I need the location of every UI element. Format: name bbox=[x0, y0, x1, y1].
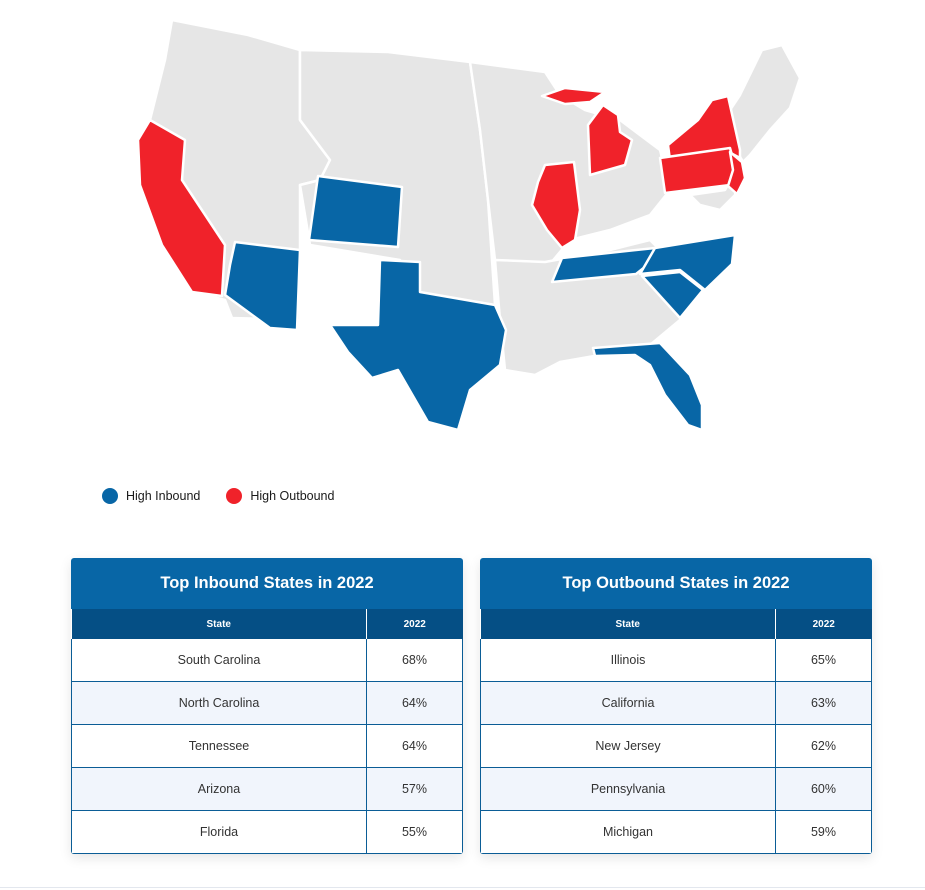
state-california bbox=[136, 118, 227, 298]
state-cell: Tennessee bbox=[71, 724, 367, 768]
table-row: California 63% bbox=[480, 681, 872, 725]
state-illinois bbox=[530, 160, 582, 250]
legend-label-outbound: High Outbound bbox=[250, 489, 335, 503]
state-florida bbox=[591, 341, 704, 432]
table-row: Arizona 57% bbox=[71, 767, 463, 811]
value-cell: 68% bbox=[366, 639, 463, 682]
state-south-carolina bbox=[640, 270, 705, 320]
outbound-table-title: Top Outbound States in 2022 bbox=[480, 558, 872, 609]
value-cell: 64% bbox=[366, 724, 463, 768]
legend-item-inbound: High Inbound bbox=[102, 488, 200, 504]
value-cell: 59% bbox=[775, 810, 872, 854]
legend-dot-outbound bbox=[226, 488, 243, 504]
table-row: Florida 55% bbox=[71, 810, 463, 854]
us-map-svg bbox=[136, 18, 802, 432]
bottom-divider bbox=[0, 887, 925, 888]
legend-label-inbound: High Inbound bbox=[126, 489, 201, 503]
outbound-table: State 2022 Illinois 65% California 63% N… bbox=[480, 609, 872, 854]
state-cell: Florida bbox=[71, 810, 367, 854]
legend-item-outbound: High Outbound bbox=[226, 488, 334, 504]
table-row: New Jersey 62% bbox=[480, 724, 872, 768]
state-michigan bbox=[540, 86, 634, 177]
state-colorado bbox=[307, 174, 404, 249]
table-row: Pennsylvania 60% bbox=[480, 767, 872, 811]
state-arizona bbox=[223, 240, 302, 332]
state-cell: North Carolina bbox=[71, 681, 367, 725]
outbound-col-2022: 2022 bbox=[775, 609, 872, 639]
value-cell: 64% bbox=[366, 681, 463, 725]
value-cell: 57% bbox=[366, 767, 463, 811]
map-legend: High Inbound High Outbound bbox=[102, 488, 334, 504]
state-cell: Michigan bbox=[480, 810, 776, 854]
us-map bbox=[136, 18, 802, 432]
value-cell: 63% bbox=[775, 681, 872, 725]
inbound-header-row: State 2022 bbox=[71, 609, 463, 639]
value-cell: 55% bbox=[366, 810, 463, 854]
table-row: Illinois 65% bbox=[480, 639, 872, 682]
state-texas bbox=[328, 258, 508, 432]
value-cell: 62% bbox=[775, 724, 872, 768]
outbound-header-row: State 2022 bbox=[480, 609, 872, 639]
inbound-states-card: Top Inbound States in 2022 State 2022 So… bbox=[71, 558, 463, 854]
state-cell: Arizona bbox=[71, 767, 367, 811]
outbound-col-state: State bbox=[480, 609, 776, 639]
state-north-carolina bbox=[638, 233, 737, 292]
state-cell: Illinois bbox=[480, 639, 776, 682]
value-cell: 65% bbox=[775, 639, 872, 682]
state-cell: California bbox=[480, 681, 776, 725]
state-new-england bbox=[688, 43, 802, 212]
table-row: North Carolina 64% bbox=[71, 681, 463, 725]
table-row: Tennessee 64% bbox=[71, 724, 463, 768]
outbound-states-card: Top Outbound States in 2022 State 2022 I… bbox=[480, 558, 872, 854]
inbound-table: State 2022 South Carolina 68% North Caro… bbox=[71, 609, 463, 854]
table-row: Michigan 59% bbox=[480, 810, 872, 854]
table-row: South Carolina 68% bbox=[71, 639, 463, 682]
inbound-col-state: State bbox=[71, 609, 367, 639]
state-cell: Pennsylvania bbox=[480, 767, 776, 811]
state-cell: New Jersey bbox=[480, 724, 776, 768]
inbound-col-2022: 2022 bbox=[366, 609, 463, 639]
value-cell: 60% bbox=[775, 767, 872, 811]
state-cell: South Carolina bbox=[71, 639, 367, 682]
inbound-table-title: Top Inbound States in 2022 bbox=[71, 558, 463, 609]
state-new-jersey bbox=[726, 150, 747, 196]
legend-dot-inbound bbox=[102, 488, 118, 504]
